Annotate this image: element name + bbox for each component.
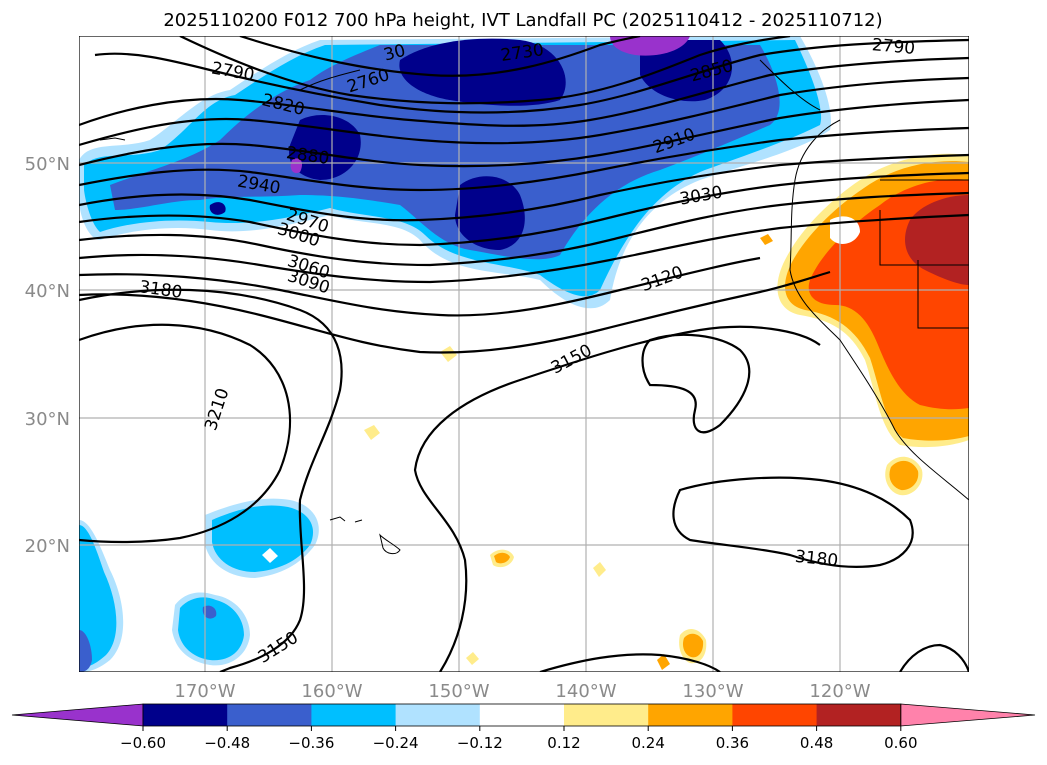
colorbar-segment: [479, 704, 565, 726]
colorbar-tick-label: −0.36: [288, 734, 334, 752]
colorbar-tick-label: −0.48: [204, 734, 250, 752]
map-panel: 2730 2760 2790 2790 2820 2850 2880 2910 …: [79, 35, 969, 672]
colorbar-tick-label: 0.12: [547, 734, 580, 752]
lon-label-160w: 160°W: [301, 681, 362, 702]
colorbar-extend-high: [900, 703, 1036, 727]
colorbar-segment: [648, 704, 733, 726]
lat-label-20n: 20°N: [25, 536, 70, 557]
colorbar-segment: [564, 704, 649, 726]
lat-label-30n: 30°N: [25, 409, 70, 430]
colorbar-tick-label: 0.48: [800, 734, 833, 752]
colorbar-segments: [11, 703, 1036, 727]
colorbar-tick-label: 0.36: [716, 734, 749, 752]
colorbar-segment: [395, 704, 481, 726]
colorbar-segment: [732, 704, 818, 726]
colorbar-segment: [816, 704, 902, 726]
map-title: 2025110200 F012 700 hPa height, IVT Land…: [163, 10, 882, 31]
positive-anomaly-shading: [364, 153, 969, 670]
lon-label-120w: 120°W: [809, 681, 870, 702]
lon-label-140w: 140°W: [555, 681, 616, 702]
colorbar-tick-label: −0.60: [120, 734, 166, 752]
colorbar-tick-label: 0.60: [884, 734, 917, 752]
lat-label-50n: 50°N: [25, 154, 70, 175]
colorbar-extend-low: [11, 703, 144, 727]
colorbar: −0.60 −0.48 −0.36 −0.24 −0.12 0.12 0.24 0.36 0.4…: [11, 703, 1036, 752]
colorbar-outline: [142, 703, 902, 727]
colorbar-tick-label: −0.12: [457, 734, 503, 752]
height-contours: [79, 36, 969, 672]
contour-label: 3180: [794, 547, 839, 571]
latitude-labels: 50°N 40°N 30°N 20°N: [25, 154, 70, 557]
colorbar-segment: [227, 704, 312, 726]
colorbar-segment: [143, 704, 228, 726]
colorbar-ticks: −0.60 −0.48 −0.36 −0.24 −0.12 0.12 0.24 0.36 0.4…: [120, 726, 918, 752]
contour-label: 2790: [871, 35, 916, 59]
lat-label-40n: 40°N: [25, 281, 70, 302]
lon-label-150w: 150°W: [428, 681, 489, 702]
colorbar-tick-label: 0.24: [631, 734, 664, 752]
colorbar-segment: [311, 704, 397, 726]
coastlines: [99, 59, 969, 555]
colorbar-tick-label: −0.24: [373, 734, 419, 752]
lon-label-170w: 170°W: [174, 681, 235, 702]
lon-label-130w: 130°W: [682, 681, 743, 702]
negative-anomaly-shading: [79, 36, 831, 309]
longitude-labels: 170°W 160°W 150°W 140°W 130°W 120°W: [174, 681, 870, 702]
